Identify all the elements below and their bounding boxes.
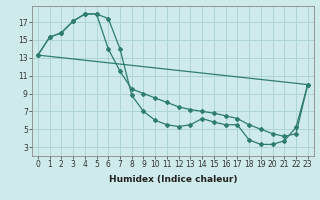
X-axis label: Humidex (Indice chaleur): Humidex (Indice chaleur) — [108, 175, 237, 184]
